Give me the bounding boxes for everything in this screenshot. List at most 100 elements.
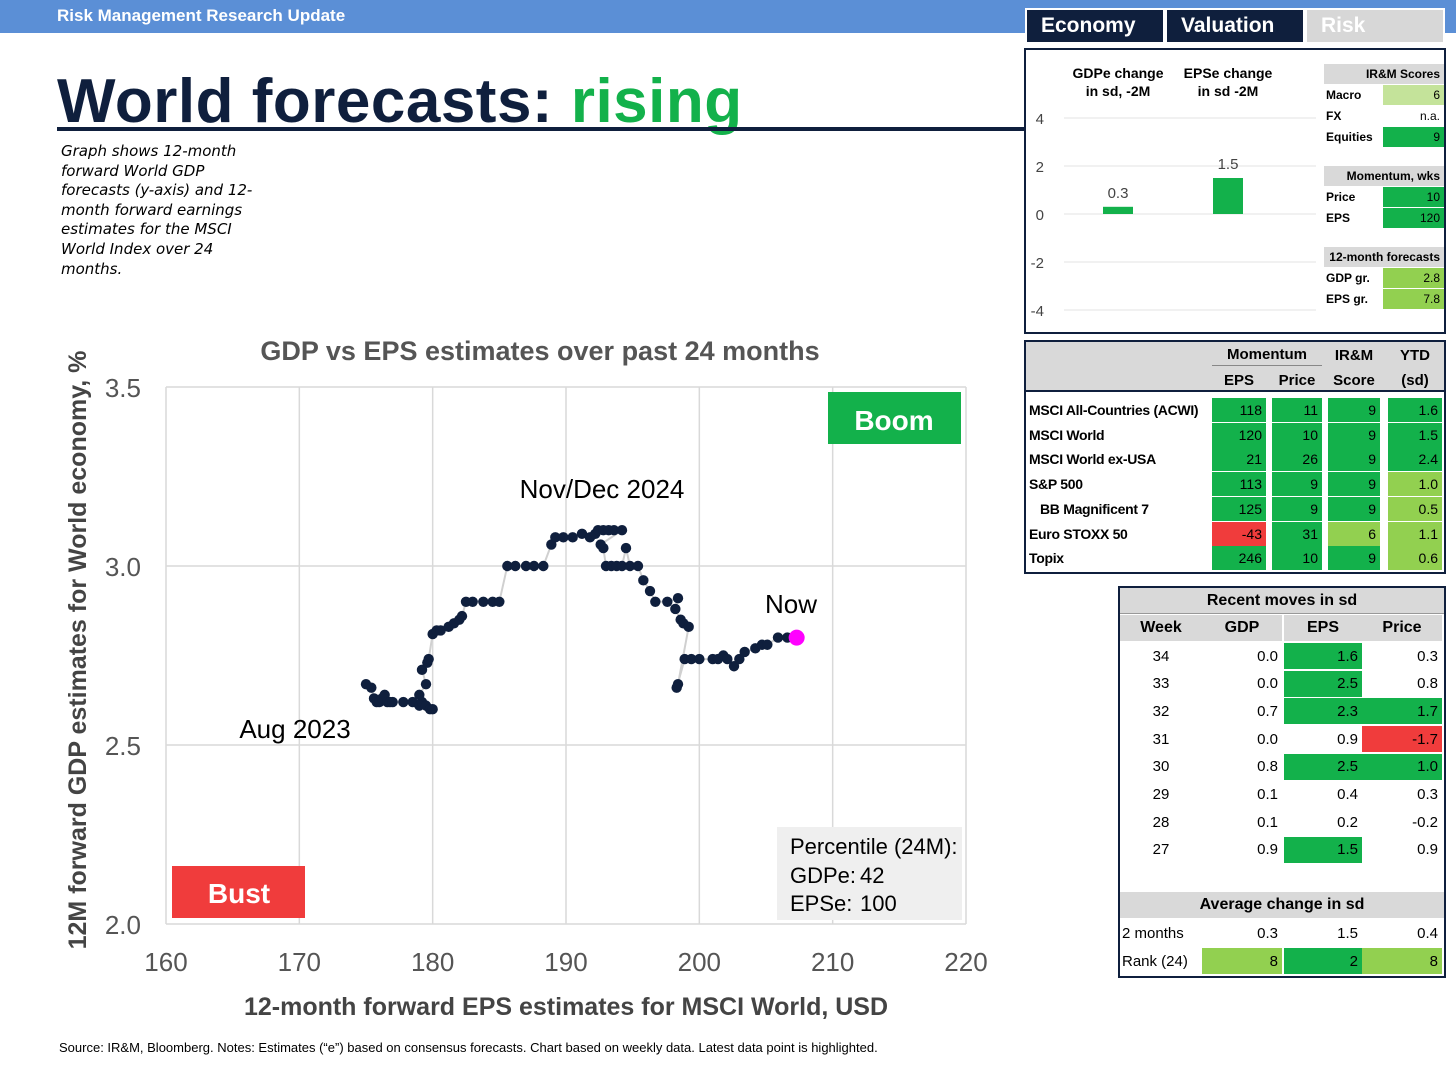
- data-point: [686, 653, 697, 665]
- score-label: EPS: [1326, 211, 1351, 225]
- score-value: 7.8: [1383, 289, 1444, 309]
- recent-moves-cell-eps: 2.5: [1284, 670, 1362, 697]
- momentum-col-header: (sd): [1401, 371, 1429, 389]
- percentile-gdp-value: 42: [860, 863, 884, 888]
- data-point: [538, 560, 549, 572]
- header-title: Risk Management Research Update: [57, 6, 346, 25]
- average-cell-gdp: 8: [1202, 948, 1282, 974]
- momentum-cell-eps: 118: [1212, 398, 1266, 422]
- x-tick-label: 170: [278, 947, 321, 977]
- page-title-accent: rising: [570, 67, 743, 136]
- momentum-col-header: EPS: [1223, 371, 1254, 389]
- momentum-cell-score: 9: [1328, 546, 1380, 571]
- momentum-cell-price: 9: [1272, 472, 1322, 497]
- data-point: [558, 532, 569, 543]
- recent-moves-week: 32: [1152, 702, 1170, 720]
- x-tick-label: 200: [678, 947, 721, 977]
- average-cell-price: 8: [1362, 948, 1442, 974]
- data-point: [423, 653, 434, 665]
- data-point: [616, 560, 628, 572]
- y-tick-label: 2.0: [105, 910, 141, 940]
- x-axis-label: 12-month forward EPS estimates for MSCI …: [244, 993, 888, 1021]
- recent-moves-week: 30: [1152, 758, 1170, 776]
- recent-moves-week: 28: [1152, 813, 1170, 831]
- data-point: [567, 532, 578, 543]
- bust-label-box: [172, 866, 305, 918]
- recent-moves-col-header: GDP: [1202, 615, 1282, 641]
- data-point: [366, 682, 377, 693]
- sd-tick-label: 2: [1036, 159, 1044, 176]
- x-tick-label: 180: [411, 947, 454, 977]
- score-value: 120: [1383, 208, 1444, 228]
- percentile-box: [777, 827, 962, 920]
- latest-data-point: [788, 629, 805, 646]
- average-cell-price: 0.4: [1417, 924, 1438, 942]
- tab-economy[interactable]: Economy: [1025, 8, 1165, 44]
- tab-bar: Economy Valuation Risk: [1025, 8, 1445, 44]
- recent-moves-cell-eps: 0.9: [1337, 730, 1358, 748]
- momentum-cell-ytd: 1.6: [1388, 398, 1442, 422]
- recent-moves-cell-eps: 2.5: [1284, 753, 1362, 780]
- data-point: [734, 653, 745, 665]
- boom-label: Boom: [854, 405, 933, 436]
- momentum-group-header: Momentum: [1212, 344, 1322, 366]
- data-point: [739, 646, 750, 658]
- recent-moves-col-header: Price: [1362, 615, 1442, 641]
- momentum-cell-ytd: 0.5: [1388, 496, 1442, 521]
- momentum-table: Momentum IR&M YTD EPS Price Score (sd) MSCI All…: [1026, 342, 1444, 572]
- momentum-cell-eps: 113: [1212, 472, 1266, 497]
- tab-valuation[interactable]: Valuation: [1165, 8, 1305, 44]
- y-tick-label: 2.5: [105, 731, 141, 761]
- average-change-title: Average change in sd: [1120, 892, 1444, 918]
- data-point: [683, 621, 694, 633]
- main-scatter-chart: 160 170 180 190 200 210 220 2.0 2.5 3.0 3.5 GDP vs…: [64, 336, 988, 1021]
- data-point: [416, 664, 428, 676]
- recent-moves-cell-price: 0.3: [1417, 786, 1438, 803]
- data-point: [650, 596, 661, 607]
- data-point: [671, 682, 682, 693]
- x-tick-label: 210: [811, 947, 854, 977]
- irm-group-header: IR&M: [1334, 346, 1374, 364]
- data-point: [608, 525, 620, 536]
- sd-tick-label: -4: [1031, 303, 1044, 320]
- momentum-cell-price: 11: [1272, 398, 1322, 422]
- boom-label-box: [828, 392, 961, 444]
- average-row-label: 2 months: [1122, 924, 1184, 942]
- data-point: [694, 653, 705, 665]
- recent-moves-cell-price: -1.7: [1362, 726, 1442, 753]
- y-axis-label: 12M forward GDP estimates for World econ…: [64, 351, 92, 950]
- x-tick-label: 190: [544, 947, 587, 977]
- momentum-cell-ytd: 1.1: [1388, 521, 1442, 546]
- momentum-cell-ytd: 0.6: [1388, 546, 1442, 571]
- recent-moves-cell-price: 0.9: [1417, 841, 1438, 859]
- momentum-cell-ytd: 1.5: [1388, 422, 1442, 447]
- sd-tick-label: 4: [1036, 111, 1044, 128]
- score-value: n.a.: [1383, 106, 1444, 126]
- momentum-row-name: MSCI All-Countries (ACWI): [1029, 402, 1199, 418]
- recent-moves-cell-gdp: 0.8: [1257, 758, 1278, 776]
- recent-moves-cell-price: 0.3: [1417, 647, 1438, 665]
- data-point: [616, 525, 628, 536]
- data-point: [427, 704, 438, 715]
- momentum-cell-score: 9: [1328, 447, 1380, 472]
- page-title-main: World forecasts:: [57, 67, 554, 136]
- data-point: [456, 610, 468, 622]
- data-point: [510, 560, 521, 572]
- recent-moves-cell-eps: 1.5: [1284, 836, 1362, 863]
- ytd-group-header: YTD: [1400, 346, 1430, 364]
- data-point: [420, 678, 432, 690]
- sd-header-gdp-1: GDPe change: [1072, 65, 1163, 81]
- sd-bar: [1213, 178, 1243, 214]
- sd-tick-label: -2: [1031, 255, 1044, 272]
- momentum-col-header: Price: [1278, 371, 1316, 389]
- momentum-cell-eps: -43: [1212, 521, 1266, 546]
- y-tick-label: 3.5: [105, 373, 141, 403]
- score-label: Equities: [1326, 130, 1373, 144]
- recent-moves-week: 27: [1152, 841, 1170, 859]
- momentum-cell-score: 6: [1328, 521, 1380, 546]
- sd-tick-label: 0: [1036, 207, 1044, 224]
- tab-risk[interactable]: Risk: [1305, 8, 1445, 44]
- momentum-cell-score: 9: [1328, 472, 1380, 497]
- data-point: [467, 596, 478, 607]
- momentum-cell-score: 9: [1328, 496, 1380, 521]
